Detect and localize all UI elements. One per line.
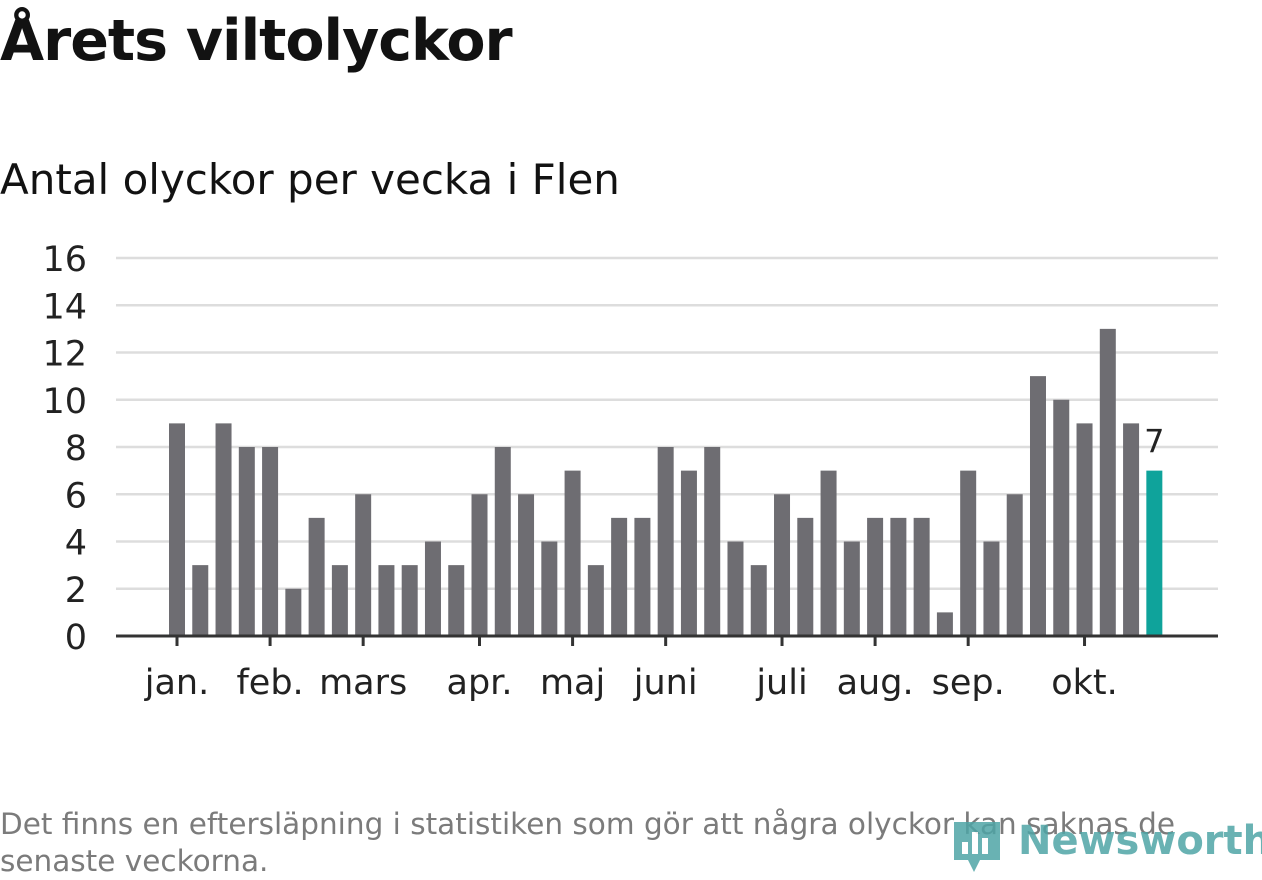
bar (1006, 494, 1023, 636)
bar (401, 565, 418, 636)
bar (308, 517, 325, 636)
x-tick-label: okt. (1051, 663, 1118, 703)
bar (936, 612, 953, 636)
bar (983, 541, 1000, 636)
bar (960, 470, 977, 636)
bar (843, 541, 860, 636)
bar (704, 447, 721, 636)
x-tick-label: sep. (932, 663, 1005, 703)
bar-latest-week (1146, 470, 1163, 636)
y-tick-label: 4 (65, 524, 87, 564)
y-tick-label: 8 (65, 429, 87, 469)
bar (727, 541, 744, 636)
bar (448, 565, 465, 636)
bar (192, 565, 209, 636)
last-value-label: 7 (1144, 423, 1164, 461)
bar (471, 494, 488, 636)
x-tick-label: maj (540, 663, 605, 703)
bars (169, 328, 1163, 636)
bar (1123, 423, 1140, 636)
y-tick-label: 10 (42, 382, 87, 422)
bar (518, 494, 535, 636)
x-tick-label: jan. (144, 663, 209, 703)
bar (657, 447, 674, 636)
bar (262, 447, 279, 636)
bar (587, 565, 604, 636)
bar (820, 470, 837, 636)
bar (355, 494, 372, 636)
bar (238, 447, 255, 636)
newsworthy-logo: Newsworthy (950, 818, 1262, 878)
bar (913, 517, 930, 636)
bar (1029, 376, 1046, 636)
bar (215, 423, 232, 636)
x-tick-label: mars (319, 663, 407, 703)
x-tick-label: apr. (447, 663, 513, 703)
bar (797, 517, 814, 636)
y-axis-ticks: 0 2 4 6 8 10 12 14 16 (42, 240, 87, 658)
bar (1053, 399, 1070, 636)
x-tick-label: juni (633, 663, 698, 703)
bar (750, 565, 767, 636)
y-tick-label: 14 (42, 287, 87, 327)
y-tick-label: 2 (65, 571, 87, 611)
bar (890, 517, 907, 636)
bar (169, 423, 185, 636)
bar (1076, 423, 1093, 636)
bar (331, 565, 348, 636)
bar (1099, 328, 1116, 636)
bar (541, 541, 558, 636)
y-tick-label: 16 (42, 240, 87, 280)
x-tick-label: feb. (236, 663, 303, 703)
bar (867, 517, 884, 636)
bar (634, 517, 651, 636)
bar (774, 494, 791, 636)
bar (378, 565, 395, 636)
bar (564, 470, 581, 636)
chart-subtitle: Antal olyckor per vecka i Flen (0, 155, 620, 204)
newsworthy-chart-icon (954, 822, 1000, 872)
chart-title: Årets viltolyckor (0, 8, 513, 74)
logo-text: Newsworthy (1018, 818, 1262, 864)
y-tick-label: 0 (65, 618, 87, 658)
x-axis-ticks: jan. feb. mars apr. maj juni juli aug. sep. okt. (144, 636, 1118, 703)
bar (424, 541, 441, 636)
x-tick-label: aug. (837, 663, 914, 703)
bar (611, 517, 628, 636)
bar (285, 588, 302, 636)
bar (494, 447, 511, 636)
bar (680, 470, 697, 636)
y-tick-label: 12 (42, 335, 87, 375)
x-tick-label: juli (755, 663, 807, 703)
y-tick-label: 6 (65, 476, 87, 516)
